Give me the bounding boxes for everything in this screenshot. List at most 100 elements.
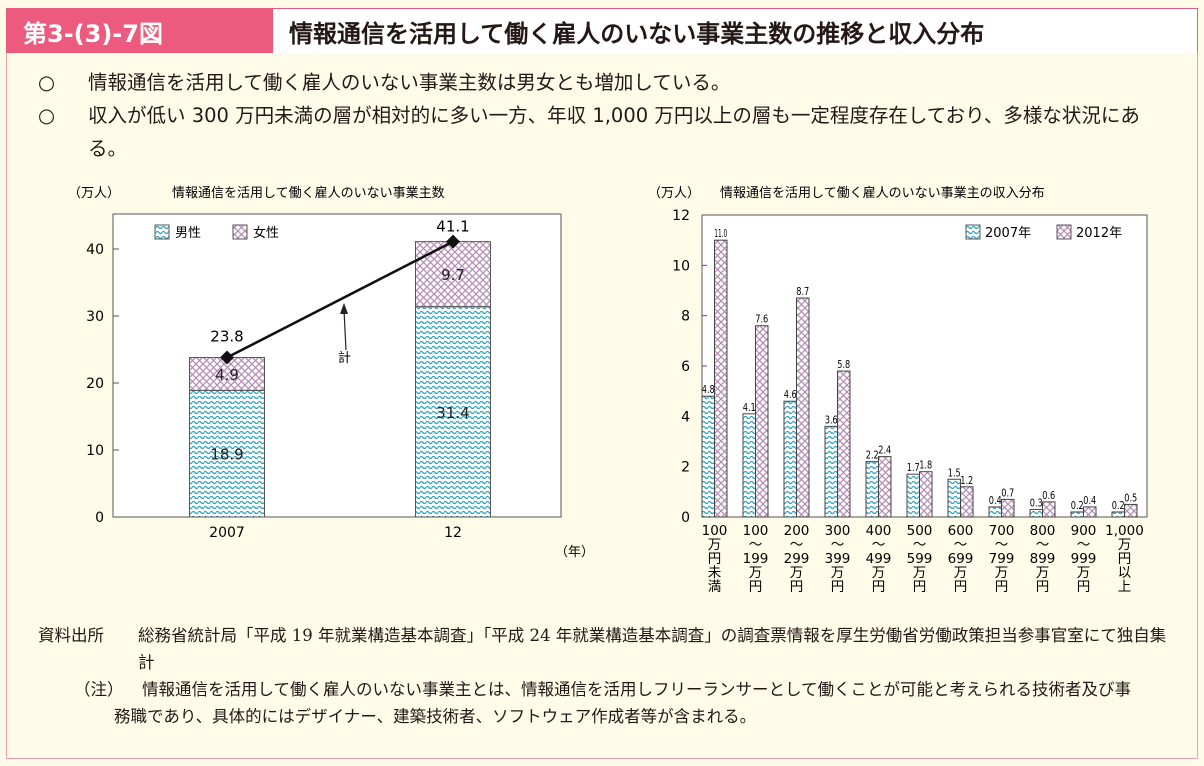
source-text: 総務省統計局「平成 19 年就業構造基本調査」「平成 24 年就業構造基本調査」… [138, 626, 1167, 672]
bar-value-label: 0.3 [1030, 496, 1043, 509]
arrow-head-icon [340, 303, 348, 314]
bar-value-label: 4.8 [702, 383, 715, 396]
bar-value-label: 0.2 [1112, 499, 1125, 512]
bar-2012 [960, 486, 974, 518]
bar-value-label: 0.4 [1083, 494, 1096, 507]
bar-value-label: 3.6 [825, 413, 838, 426]
source-label: 資料出所 [38, 626, 104, 645]
bar-value-label: 2.2 [866, 449, 879, 462]
legend-swatch-male [154, 224, 170, 240]
bar-male [189, 389, 265, 518]
bar-2012 [714, 239, 728, 518]
x-tick-label: 1,000 万円以上 [1105, 523, 1144, 595]
y-tick-label: 2 [681, 460, 690, 476]
y-tick-label: 40 [86, 242, 104, 258]
bar-2007 [701, 395, 715, 518]
total-line [226, 240, 454, 359]
bar-value-label: 31.4 [436, 404, 469, 422]
bar-2007 [865, 461, 879, 518]
bar-value-label: 1.8 [919, 459, 932, 472]
bar-2007 [783, 400, 797, 518]
bar-value-label: 11.0 [714, 227, 727, 240]
y-tick-label: 10 [672, 258, 690, 274]
bar-value-label: 0.2 [1071, 499, 1084, 512]
bar-2007 [824, 425, 838, 518]
y-tick-label: 8 [681, 309, 690, 325]
total-marker [446, 234, 460, 249]
x-tick-label: 600 ～ 699 万円 [948, 523, 974, 595]
total-annotation-arrow [343, 309, 347, 351]
y-tick-label: 30 [86, 309, 104, 325]
legend-swatch-2012 [1056, 224, 1072, 240]
bar-2007 [906, 473, 920, 518]
legend-label-male: 男性 [175, 226, 201, 241]
bar-2012 [755, 325, 769, 518]
bar-value-label: 0.4 [989, 494, 1002, 507]
figure-header: 第3-(3)-7図 情報通信を活用して働く雇人のいない事業主数の推移と収入分布 [6, 8, 1198, 53]
bar-value-label: 2.4 [878, 444, 891, 457]
bar-value-label: 5.8 [837, 358, 850, 371]
y-tick-label: 0 [95, 510, 104, 526]
bar-value-label: 4.9 [215, 366, 239, 384]
bar-2012 [1001, 498, 1015, 518]
bar-2012 [837, 370, 851, 518]
bar-2012 [1083, 506, 1097, 518]
y-tick-label: 20 [86, 376, 104, 392]
bar-value-label: 1.5 [948, 466, 961, 479]
x-tick-label: 100 万円未満 [702, 523, 728, 595]
x-tick-label: 400 ～ 499 万円 [866, 523, 892, 595]
bar-value-label: 9.7 [441, 266, 465, 284]
bar-2007 [1070, 511, 1084, 518]
x-tick-label: 700 ～ 799 万円 [989, 523, 1015, 595]
total-annotation-label: 計 [338, 350, 351, 366]
right-plot-area [701, 214, 1148, 518]
note-text: 情報通信を活用して働く雇人のいない事業主とは、情報通信を活用しフリーランサーとし… [114, 680, 1132, 726]
bar-2012 [796, 297, 810, 518]
bar-2007 [988, 506, 1002, 518]
bullet-icon: ○ [38, 71, 56, 94]
key-point: ○ 収入が低い 300 万円未満の層が相対的に多い一方、年収 1,000 万円以上… [38, 99, 1168, 165]
total-value-label: 41.1 [436, 218, 469, 236]
right-chart-title: 情報通信を活用して働く雇人のいない事業主の収入分布 [720, 185, 1045, 201]
x-tick-label: 800 ～ 899 万円 [1030, 523, 1056, 595]
bar-value-label: 1.7 [907, 461, 920, 474]
bar-value-label: 4.1 [743, 401, 756, 414]
figure-number: 第3-(3)-7図 [7, 9, 273, 53]
charts: （万人） 情報通信を活用して働く雇人のいない事業主数 男性 女性 （年） 計 0… [68, 185, 1148, 595]
key-point-text: 収入が低い 300 万円未満の層が相対的に多い一方、年収 1,000 万円以上の… [88, 104, 1140, 160]
legend-label-2007: 2007年 [985, 226, 1031, 241]
total-marker [220, 350, 234, 365]
y-tick-label: 6 [681, 359, 690, 375]
bar-value-label: 0.5 [1124, 491, 1137, 504]
right-chart: （万人） 情報通信を活用して働く雇人のいない事業主の収入分布 2007年 201… [648, 185, 1148, 595]
bullet-icon: ○ [38, 104, 56, 127]
x-tick-label: 2007 [209, 525, 245, 541]
left-chart: （万人） 情報通信を活用して働く雇人のいない事業主数 男性 女性 （年） 計 0… [68, 185, 594, 560]
y-tick-label: 0 [681, 510, 690, 526]
y-tick-label: 12 [672, 208, 690, 224]
bar-value-label: 0.6 [1042, 489, 1055, 502]
key-point-text: 情報通信を活用して働く雇人のいない事業主数は男女とも増加している。 [88, 71, 731, 94]
x-tick-label: 500 ～ 599 万円 [907, 523, 933, 595]
left-x-unit: （年） [555, 545, 594, 560]
bar-value-label: 1.2 [960, 474, 973, 487]
bar-value-label: 0.7 [1001, 486, 1014, 499]
bar-2007 [1111, 511, 1125, 518]
source-notes: 資料出所 総務省統計局「平成 19 年就業構造基本調査」「平成 24 年就業構造基… [38, 622, 1168, 730]
left-plot-area [112, 213, 562, 518]
figure-title: 情報通信を活用して働く雇人のいない事業主数の推移と収入分布 [273, 9, 1197, 53]
bar-2012 [1042, 501, 1056, 518]
y-tick-label: 4 [681, 409, 690, 425]
x-tick-label: 12 [444, 525, 462, 541]
total-value-label: 23.8 [210, 328, 243, 346]
bar-value-label: 7.6 [755, 313, 768, 326]
key-points: ○ 情報通信を活用して働く雇人のいない事業主数は男女とも増加している。 ○ 収入が低… [38, 66, 1168, 165]
source: 資料出所 総務省統計局「平成 19 年就業構造基本調査」「平成 24 年就業構造基… [38, 622, 1168, 676]
right-y-unit: （万人） [648, 186, 700, 201]
bar-female [415, 241, 491, 308]
note: （注） 情報通信を活用して働く雇人のいない事業主とは、情報通信を活用しフリーランサ… [38, 676, 1168, 730]
bar-value-label: 18.9 [210, 446, 243, 464]
legend-swatch-female [232, 224, 248, 240]
bar-2007 [742, 413, 756, 518]
legend-label-2012: 2012年 [1076, 226, 1122, 241]
